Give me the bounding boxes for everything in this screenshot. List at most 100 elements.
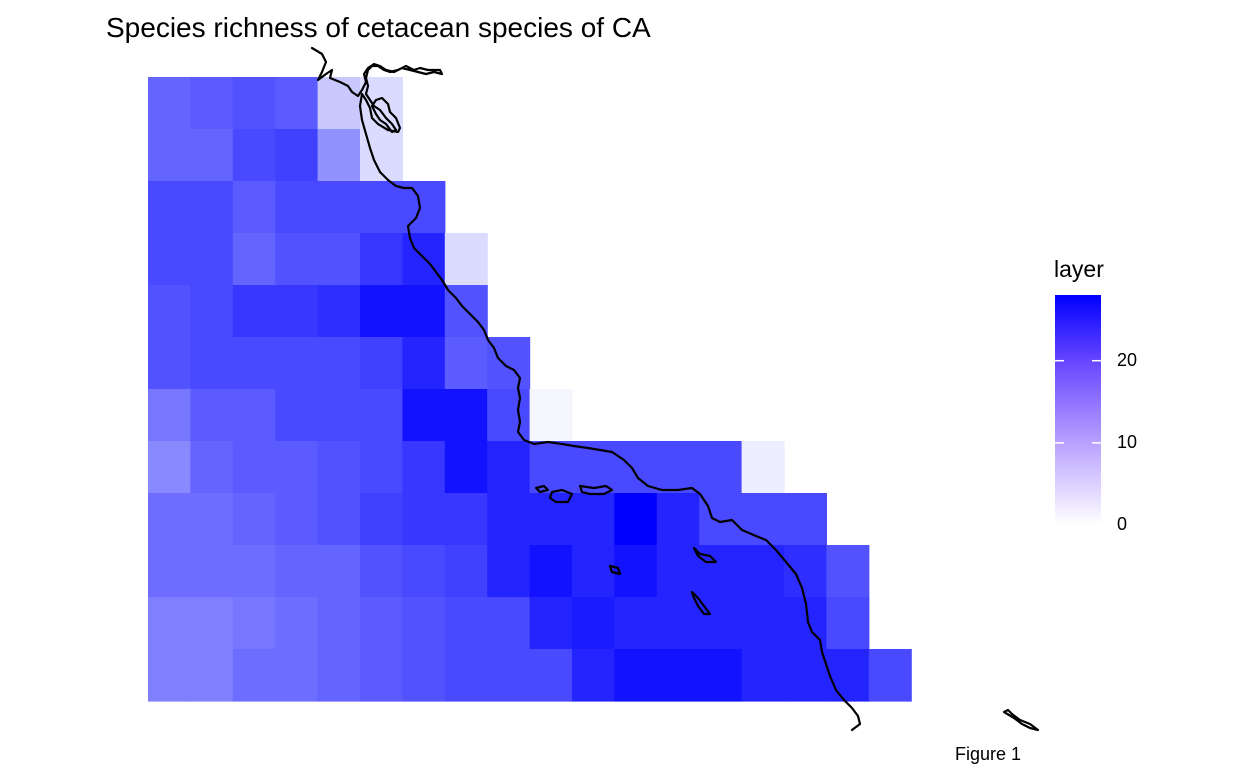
raster-cell — [148, 545, 191, 598]
raster-cell — [190, 649, 234, 702]
raster-cell — [487, 337, 531, 390]
raster-cell — [741, 441, 785, 494]
raster-cell — [190, 285, 234, 338]
raster-cell — [402, 389, 446, 442]
raster-cell — [148, 181, 191, 234]
raster-cell — [741, 493, 785, 546]
raster-cell — [444, 389, 488, 442]
raster-cell — [232, 441, 276, 494]
raster-cell — [572, 493, 615, 546]
raster-cell — [444, 337, 488, 390]
raster-cell — [148, 649, 191, 702]
raster-cell — [232, 545, 276, 598]
raster-cell — [826, 597, 870, 650]
raster-cell — [190, 545, 234, 598]
raster-cell — [699, 545, 743, 598]
raster-cell — [699, 597, 743, 650]
raster-cell — [232, 649, 276, 702]
raster-cell — [487, 545, 531, 598]
raster-cell — [614, 441, 658, 494]
raster-cell — [190, 233, 234, 286]
island-santa-catalina — [692, 546, 718, 564]
raster-cell — [360, 545, 403, 598]
raster-cell — [317, 389, 361, 442]
raster-cell — [614, 545, 658, 598]
raster-cell — [402, 441, 446, 494]
raster-cell — [275, 129, 319, 182]
legend-colorbar — [1055, 295, 1101, 526]
raster-cell — [232, 597, 276, 650]
raster-cell — [232, 337, 276, 390]
raster-cell — [317, 493, 361, 546]
raster-cell — [360, 181, 403, 234]
raster-cell — [317, 337, 361, 390]
raster-cell — [190, 389, 234, 442]
raster-cell — [317, 441, 361, 494]
raster-cell — [784, 545, 827, 598]
raster-cell — [444, 493, 488, 546]
raster-cell — [784, 649, 827, 702]
raster-cell — [317, 233, 361, 286]
island-san-clemente — [690, 590, 712, 616]
raster-cell — [148, 285, 191, 338]
legend-tick-label: 10 — [1117, 431, 1138, 452]
raster-cell — [275, 597, 319, 650]
raster-cell — [402, 597, 446, 650]
raster-cell — [275, 285, 319, 338]
raster-cell — [317, 77, 361, 130]
raster-cell — [529, 597, 573, 650]
raster-cell — [317, 649, 361, 702]
coastline — [310, 46, 1040, 732]
raster-cell — [148, 77, 191, 130]
raster-cell — [614, 649, 658, 702]
coast-fragment-southeast — [1002, 708, 1040, 732]
raster-cell — [529, 441, 573, 494]
raster-cell — [529, 545, 573, 598]
legend-tick-label: 0 — [1117, 514, 1128, 534]
raster-cell — [360, 389, 403, 442]
raster-cell — [656, 441, 700, 494]
raster-cell — [360, 285, 403, 338]
raster-cell — [190, 493, 234, 546]
raster-cell — [614, 597, 658, 650]
raster-cell — [275, 77, 319, 130]
raster-cell — [360, 493, 403, 546]
raster-cell — [317, 181, 361, 234]
raster-cell — [232, 129, 276, 182]
raster-cell — [444, 597, 488, 650]
raster-cell — [529, 389, 573, 442]
raster-cell — [148, 597, 191, 650]
raster-cell — [317, 285, 361, 338]
raster-cell — [656, 597, 700, 650]
raster-cell — [275, 545, 319, 598]
raster-cell — [148, 233, 191, 286]
raster-cell — [148, 389, 191, 442]
raster-cell — [487, 389, 531, 442]
raster-cell — [317, 129, 361, 182]
raster-cell — [656, 493, 700, 546]
raster-cell — [529, 493, 573, 546]
raster-cell — [148, 337, 191, 390]
raster-cell — [232, 285, 276, 338]
raster-cell — [232, 233, 276, 286]
raster-cell — [148, 129, 191, 182]
raster-cell — [444, 233, 488, 286]
raster-cell — [148, 493, 191, 546]
raster-cell — [402, 285, 446, 338]
raster-cell — [784, 493, 827, 546]
raster-cell — [741, 649, 785, 702]
raster-cell — [487, 597, 531, 650]
raster-cell — [232, 389, 276, 442]
raster-cell — [402, 545, 446, 598]
raster-cell — [360, 337, 403, 390]
raster-cell — [275, 441, 319, 494]
legend-title: layer — [1054, 256, 1104, 282]
raster-cell — [572, 545, 615, 598]
raster-cell — [148, 441, 191, 494]
island-santa-rosa — [534, 484, 550, 494]
coastline-mainland — [310, 46, 862, 732]
raster-cell — [402, 493, 446, 546]
raster-cell — [529, 649, 573, 702]
raster-cell — [275, 649, 319, 702]
